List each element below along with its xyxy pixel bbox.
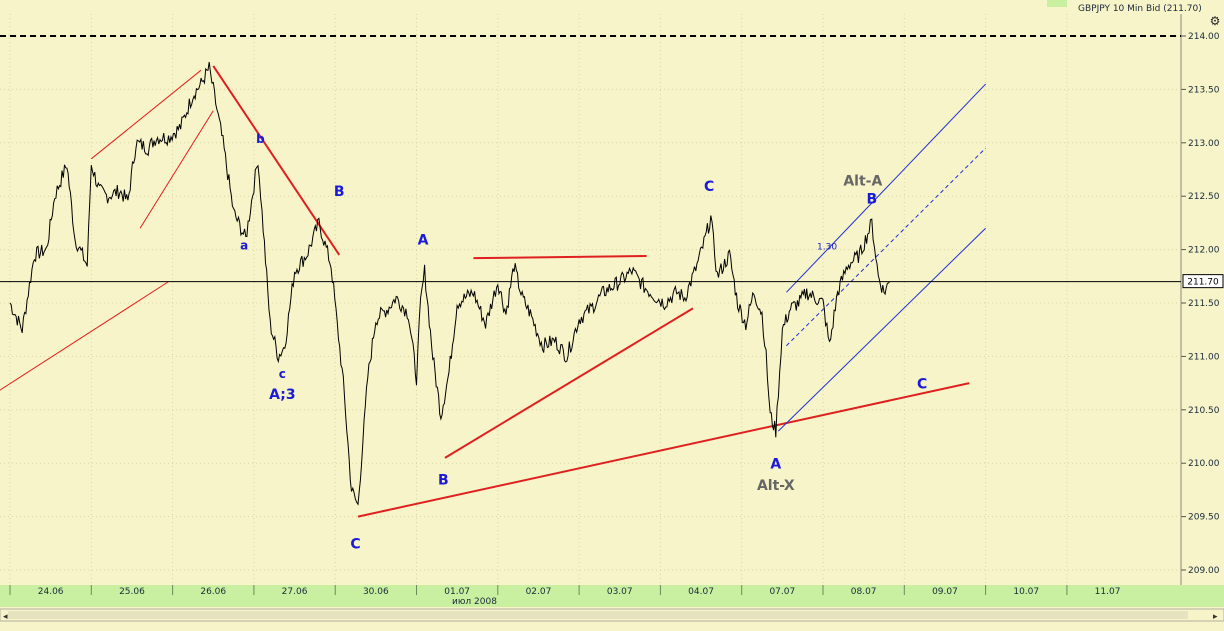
scroll-right-icon[interactable]: ▸	[1213, 612, 1218, 622]
x-tick-label: 26.06	[200, 587, 226, 597]
x-tick-label: 11.07	[1095, 587, 1121, 597]
trendlines	[0, 65, 986, 518]
wave-label: C	[704, 179, 714, 195]
red-trendline	[139, 110, 214, 229]
wave-label: A	[418, 232, 429, 248]
x-tick-label: 08.07	[851, 587, 877, 597]
last-price-badge	[1182, 274, 1224, 289]
y-tick-label: 209.00	[1188, 566, 1220, 576]
x-tick-label: 02.07	[526, 587, 552, 597]
wave-label: A;3	[269, 387, 295, 403]
blue-channel-line	[786, 83, 986, 293]
x-tick-label: 10.07	[1013, 587, 1039, 597]
red-trendline	[357, 382, 970, 518]
scroll-left-icon[interactable]: ◂	[3, 612, 8, 622]
x-tick-label: 24.06	[38, 587, 64, 597]
y-tick-label: 210.50	[1188, 406, 1220, 416]
wave-label: B	[334, 184, 345, 200]
wave-label: 1.30	[817, 243, 837, 253]
y-tick-label: 210.00	[1188, 459, 1220, 469]
wave-label: B	[866, 192, 877, 208]
red-trendline	[212, 65, 341, 256]
x-tick-label: 25.06	[119, 587, 145, 597]
wave-label: Alt-X	[757, 478, 795, 494]
wave-label: A	[770, 457, 781, 473]
x-axis: 24.06 25.06 26.06 27.06 30.06 01.07 02.07 03.07…	[9, 585, 1121, 597]
last-price-badge-text: 211.70	[1187, 278, 1219, 288]
y-tick-label: 213.50	[1188, 85, 1220, 95]
title-bar-swatch	[1047, 0, 1067, 7]
red-trendline	[0, 281, 169, 391]
y-axis: 214.00 213.50 213.00 212.50 212.00 211.50 211.…	[1181, 32, 1220, 576]
wave-label: c	[279, 367, 286, 381]
wave-label: C	[917, 376, 927, 392]
wave-labels: a b c A;3 B C A B C A Alt-X C B Alt-A 1.30	[240, 132, 927, 553]
red-trendline	[473, 255, 647, 260]
blue-channel-line	[777, 227, 986, 432]
y-tick-label: 213.00	[1188, 139, 1220, 149]
blue-channel-line	[786, 147, 986, 347]
price-scale[interactable]	[1181, 14, 1224, 585]
wave-label: b	[256, 132, 265, 146]
x-tick-label: 30.06	[363, 587, 389, 597]
scrollbar-thumb[interactable]	[8, 611, 1188, 619]
x-tick-label: 27.06	[282, 587, 308, 597]
wave-label: a	[240, 239, 248, 253]
price-series-line	[9, 61, 891, 506]
red-trendline	[90, 69, 202, 160]
x-axis-month-label: июл 2008	[452, 597, 497, 607]
wave-label: B	[438, 473, 449, 489]
x-tick-label: 03.07	[607, 587, 633, 597]
y-tick-label: 212.50	[1188, 192, 1220, 202]
x-tick-label: 09.07	[932, 587, 958, 597]
y-tick-label: 211.00	[1188, 352, 1220, 362]
wave-label: C	[350, 537, 360, 553]
x-tick-label: 04.07	[688, 587, 714, 597]
x-tick-label: 07.07	[769, 587, 795, 597]
y-tick-label: 212.00	[1188, 246, 1220, 256]
red-trendline	[444, 307, 694, 459]
y-tick-label: 214.00	[1188, 32, 1220, 42]
y-tick-label: 209.50	[1188, 513, 1220, 523]
chart-settings-icon[interactable]: ⚙	[1209, 14, 1221, 28]
chart-title: GBPJPY 10 Min Bid (211.70)	[1078, 4, 1202, 14]
x-tick-label: 01.07	[444, 587, 470, 597]
title-bar	[0, 0, 1224, 14]
time-axis[interactable]	[0, 585, 1224, 607]
y-tick-label: 211.50	[1188, 299, 1220, 309]
wave-label: Alt-A	[843, 174, 882, 190]
